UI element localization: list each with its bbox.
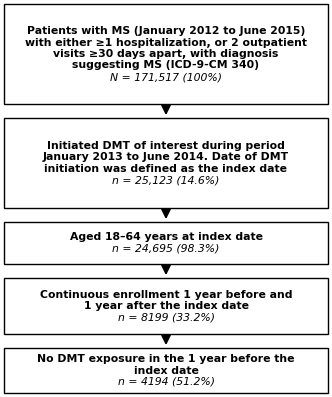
Text: n = 4194 (51.2%): n = 4194 (51.2%): [118, 377, 214, 387]
Text: n = 24,695 (98.3%): n = 24,695 (98.3%): [112, 244, 220, 254]
Text: 1 year after the index date: 1 year after the index date: [84, 301, 248, 311]
Bar: [4, 118, 328, 208]
Text: N = 171,517 (100%): N = 171,517 (100%): [110, 72, 222, 82]
Bar: [4, 4, 328, 104]
Text: initiation was defined as the index date: initiation was defined as the index date: [44, 164, 288, 174]
Bar: [4, 278, 328, 334]
Text: January 2013 to June 2014. Date of DMT: January 2013 to June 2014. Date of DMT: [43, 152, 289, 162]
Text: Aged 18–64 years at index date: Aged 18–64 years at index date: [69, 232, 263, 242]
Text: n = 25,123 (14.6%): n = 25,123 (14.6%): [112, 175, 220, 185]
Text: No DMT exposure in the 1 year before the: No DMT exposure in the 1 year before the: [37, 354, 295, 364]
Text: Continuous enrollment 1 year before and: Continuous enrollment 1 year before and: [40, 289, 292, 299]
Bar: [4, 222, 328, 264]
Text: visits ≥30 days apart, with diagnosis: visits ≥30 days apart, with diagnosis: [53, 49, 279, 59]
Text: Initiated DMT of interest during period: Initiated DMT of interest during period: [47, 141, 285, 151]
Text: suggesting MS (ICD-9-CM 340): suggesting MS (ICD-9-CM 340): [72, 60, 260, 71]
Text: Patients with MS (January 2012 to June 2015): Patients with MS (January 2012 to June 2…: [27, 26, 305, 36]
Text: with either ≥1 hospitalization, or 2 outpatient: with either ≥1 hospitalization, or 2 out…: [25, 37, 307, 48]
Text: index date: index date: [133, 366, 199, 376]
Text: n = 8199 (33.2%): n = 8199 (33.2%): [118, 312, 214, 322]
Bar: [4, 348, 328, 393]
